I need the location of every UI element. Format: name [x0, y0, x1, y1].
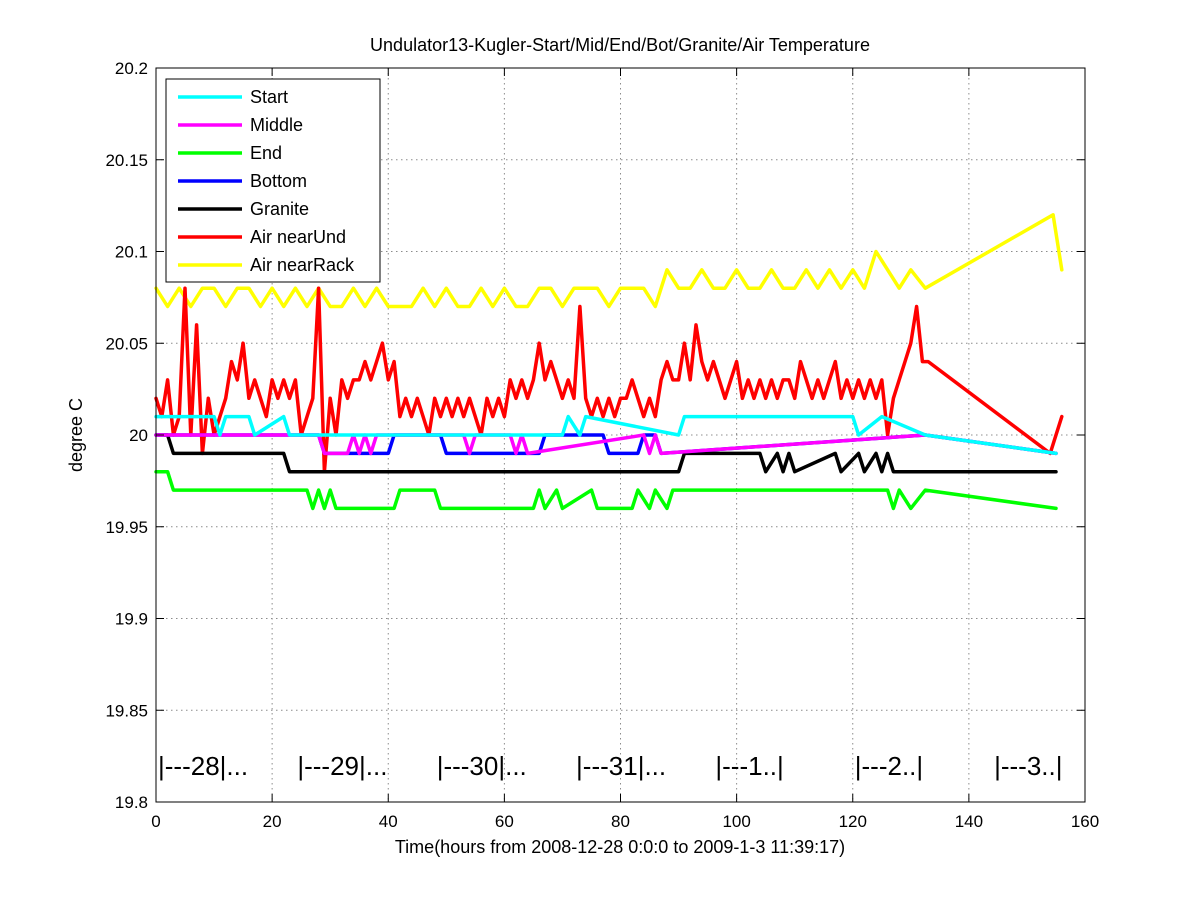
x-tick-label: 120	[839, 812, 867, 831]
legend-label: Air nearRack	[250, 255, 355, 275]
y-tick-label: 19.95	[105, 518, 148, 537]
day-markers: |---28|... |---29|... |---30|... |---31|...…	[158, 751, 1062, 781]
y-tick-label: 19.8	[115, 793, 148, 812]
y-tick-label: 19.85	[105, 701, 148, 720]
legend-label: Start	[250, 87, 288, 107]
legend-label: Bottom	[250, 171, 307, 191]
day-marker-label: |---31|...	[576, 751, 666, 781]
series-line-air-nearund	[154, 286, 1064, 474]
y-tick-label: 20.2	[115, 59, 148, 78]
y-tick-label: 20.1	[115, 243, 148, 262]
legend-label: End	[250, 143, 282, 163]
y-tick-label: 20	[129, 426, 148, 445]
x-tick-label: 20	[263, 812, 282, 831]
legend-label: Granite	[250, 199, 309, 219]
axis-ticks	[155, 67, 1086, 803]
x-tick-label: 140	[955, 812, 983, 831]
x-axis-label: Time(hours from 2008-12-28 0:0:0 to 2009…	[395, 837, 845, 857]
day-marker-label: |---29|...	[297, 751, 387, 781]
y-tick-label: 20.05	[105, 334, 148, 353]
legend: Start Middle End Bottom Granite Air nearUnd Ai…	[165, 78, 381, 283]
series-line-granite	[154, 433, 1058, 474]
x-tick-label: 100	[722, 812, 750, 831]
series-line-air-nearrack	[154, 213, 1064, 309]
legend-label: Middle	[250, 115, 303, 135]
x-tick-label: 80	[611, 812, 630, 831]
x-tick-label: 60	[495, 812, 514, 831]
day-marker-label: |---30|...	[437, 751, 527, 781]
day-marker-label: |---3..|	[994, 751, 1062, 781]
day-marker-label: |---2..|	[855, 751, 923, 781]
chart-title: Undulator13-Kugler-Start/Mid/End/Bot/Gra…	[370, 35, 870, 55]
x-tick-label: 160	[1071, 812, 1099, 831]
x-tick-label: 0	[151, 812, 160, 831]
series-lines	[154, 213, 1064, 511]
series-line-middle	[154, 433, 1058, 456]
x-tick-labels: 0 20 40 60 80 100 120 140 160	[151, 812, 1099, 831]
series-line-end	[154, 469, 1058, 511]
day-marker-label: |---1..|	[715, 751, 783, 781]
x-tick-label: 40	[379, 812, 398, 831]
series-line-start	[154, 414, 1058, 456]
legend-label: Air nearUnd	[250, 227, 346, 247]
y-tick-labels: 19.8 19.85 19.9 19.95 20 20.05 20.1 20.15 20.2	[105, 59, 148, 812]
day-marker-label: |---28|...	[158, 751, 248, 781]
y-tick-label: 20.15	[105, 151, 148, 170]
y-axis-label: degree C	[66, 398, 86, 472]
y-tick-label: 19.9	[115, 610, 148, 629]
